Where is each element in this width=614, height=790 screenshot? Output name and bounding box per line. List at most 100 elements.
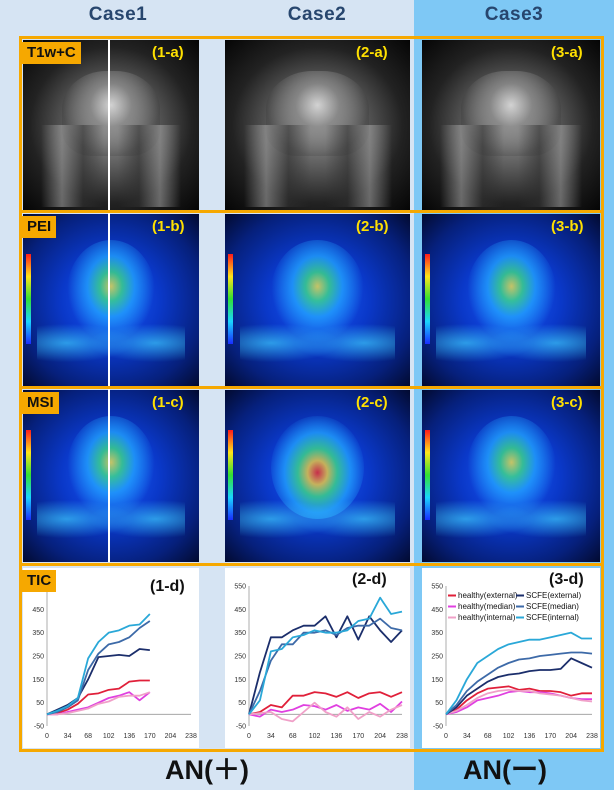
group-label-an-negative: AN(ー) xyxy=(463,755,547,785)
y-tick-label: -50 xyxy=(34,724,44,731)
series-line-healthy-external xyxy=(445,685,592,716)
case3-title: Case3 xyxy=(484,4,544,25)
y-tick-label: 150 xyxy=(32,677,44,684)
image-2a xyxy=(225,40,410,210)
colorbar-1b xyxy=(26,254,31,344)
chart-3d: -50 50 150 250 350 450 550 0 34 68 102 136 170 204 238… xyxy=(422,568,600,748)
tic-chart-3d-svg: -50 50 150 250 350 450 550 0 34 68 102 136 170 204 238… xyxy=(431,584,598,741)
series-line-scfe-median xyxy=(248,617,403,715)
image-3b xyxy=(422,214,600,386)
y-tick-label: 50 xyxy=(36,700,44,707)
x-tick-label: 238 xyxy=(185,733,197,740)
x-tick-label: 204 xyxy=(565,733,577,740)
series-line-healthy-external xyxy=(46,679,150,716)
colorbar-2c xyxy=(228,430,233,520)
series-line-healthy-external xyxy=(248,691,403,716)
series-line-scfe-external xyxy=(46,648,150,716)
panel-tag-1a: (1-a) xyxy=(152,44,184,61)
y-tick-label: 150 xyxy=(234,677,246,684)
series-line-healthy-internal xyxy=(47,691,151,716)
panel-tag-3c: (3-c) xyxy=(551,394,583,411)
colorbar-3c xyxy=(425,430,430,520)
legend-label: healthy(external) xyxy=(458,591,518,600)
image-2b xyxy=(225,214,410,386)
panel-tag-2c: (2-c) xyxy=(356,394,388,411)
x-tick-label: 68 xyxy=(84,733,92,740)
row-label-t1w: T1w+C xyxy=(22,42,81,64)
x-tick-label: 170 xyxy=(544,733,556,740)
x-tick-label: 204 xyxy=(165,733,177,740)
series-line-scfe-internal xyxy=(248,596,403,715)
legend-label: healthy(median) xyxy=(458,602,516,611)
series-line-healthy-internal xyxy=(445,688,593,716)
tic-chart-2d-svg: -50 50 150 250 350 450 550 0 34 68 102 136 170 204 238 xyxy=(234,584,408,741)
x-tick-label: 0 xyxy=(247,733,251,740)
series-line-healthy-median xyxy=(248,700,403,718)
group-label-an-positive: AN(＋) xyxy=(165,755,249,785)
y-tick-label: 150 xyxy=(431,677,443,684)
panel-tag-1d: (1-d) xyxy=(150,578,185,595)
row-label-pei: PEI xyxy=(22,216,57,238)
y-tick-label: 350 xyxy=(234,630,246,637)
image-3a xyxy=(422,40,600,210)
y-tick-label: 550 xyxy=(234,584,246,591)
series-line-healthy-internal xyxy=(248,701,403,723)
outer-frame xyxy=(19,36,604,752)
x-tick-label: 0 xyxy=(45,733,49,740)
x-tick-label: 170 xyxy=(352,733,364,740)
y-tick-label: 450 xyxy=(431,607,443,614)
y-tick-label: -50 xyxy=(236,724,246,731)
y-tick-label: 250 xyxy=(234,654,246,661)
legend-label: SCFE(internal) xyxy=(526,613,579,622)
y-tick-label: 550 xyxy=(431,584,443,591)
x-tick-label: 136 xyxy=(331,733,343,740)
panel-tag-1c: (1-c) xyxy=(152,394,184,411)
x-tick-label: 34 xyxy=(267,733,275,740)
x-tick-label: 102 xyxy=(103,733,115,740)
case1-title: Case1 xyxy=(88,4,148,25)
series-line-scfe-external xyxy=(248,615,403,715)
row-divider-1 xyxy=(19,210,604,213)
panel-tag-3a: (3-a) xyxy=(551,44,583,61)
y-tick-label: 350 xyxy=(32,630,44,637)
chart-2d: -50 50 150 250 350 450 550 0 34 68 102 136 170 204 238 xyxy=(225,568,410,748)
colorbar-2b xyxy=(228,254,233,344)
image-3c xyxy=(422,390,600,562)
colorbar-1c xyxy=(26,430,31,520)
series-line-scfe-internal xyxy=(445,631,592,715)
legend-label: healthy(internal) xyxy=(458,613,516,622)
y-tick-label: -50 xyxy=(433,724,443,731)
x-tick-label: 238 xyxy=(396,733,408,740)
y-tick-label: 250 xyxy=(32,654,44,661)
y-tick-label: 50 xyxy=(238,700,246,707)
series-line-scfe-internal xyxy=(46,613,151,716)
image-1c xyxy=(23,390,199,562)
colorbar-3b xyxy=(425,254,430,344)
y-tick-label: 450 xyxy=(234,607,246,614)
x-tick-label: 68 xyxy=(289,733,297,740)
legend-label: SCFE(median) xyxy=(526,602,579,611)
panel-tag-3b: (3-b) xyxy=(551,218,584,235)
row-label-msi: MSI xyxy=(22,392,59,414)
row-divider-3 xyxy=(19,563,604,566)
panel-tag-2d: (2-d) xyxy=(352,571,387,588)
image-1a xyxy=(23,40,199,210)
panel-tag-3d: (3-d) xyxy=(549,571,584,588)
x-tick-label: 34 xyxy=(463,733,471,740)
x-tick-label: 136 xyxy=(123,733,135,740)
x-tick-label: 238 xyxy=(586,733,598,740)
x-tick-label: 136 xyxy=(524,733,536,740)
x-tick-label: 34 xyxy=(64,733,72,740)
series-line-scfe-median xyxy=(445,651,593,716)
y-tick-label: 350 xyxy=(431,630,443,637)
legend-label: SCFE(external) xyxy=(526,591,581,600)
y-tick-label: 450 xyxy=(32,607,44,614)
y-tick-label: 250 xyxy=(431,654,443,661)
x-tick-label: 204 xyxy=(374,733,386,740)
row-divider-2 xyxy=(19,386,604,389)
y-tick-label: 50 xyxy=(435,700,443,707)
panel-tag-1b: (1-b) xyxy=(152,218,185,235)
x-tick-label: 170 xyxy=(144,733,156,740)
